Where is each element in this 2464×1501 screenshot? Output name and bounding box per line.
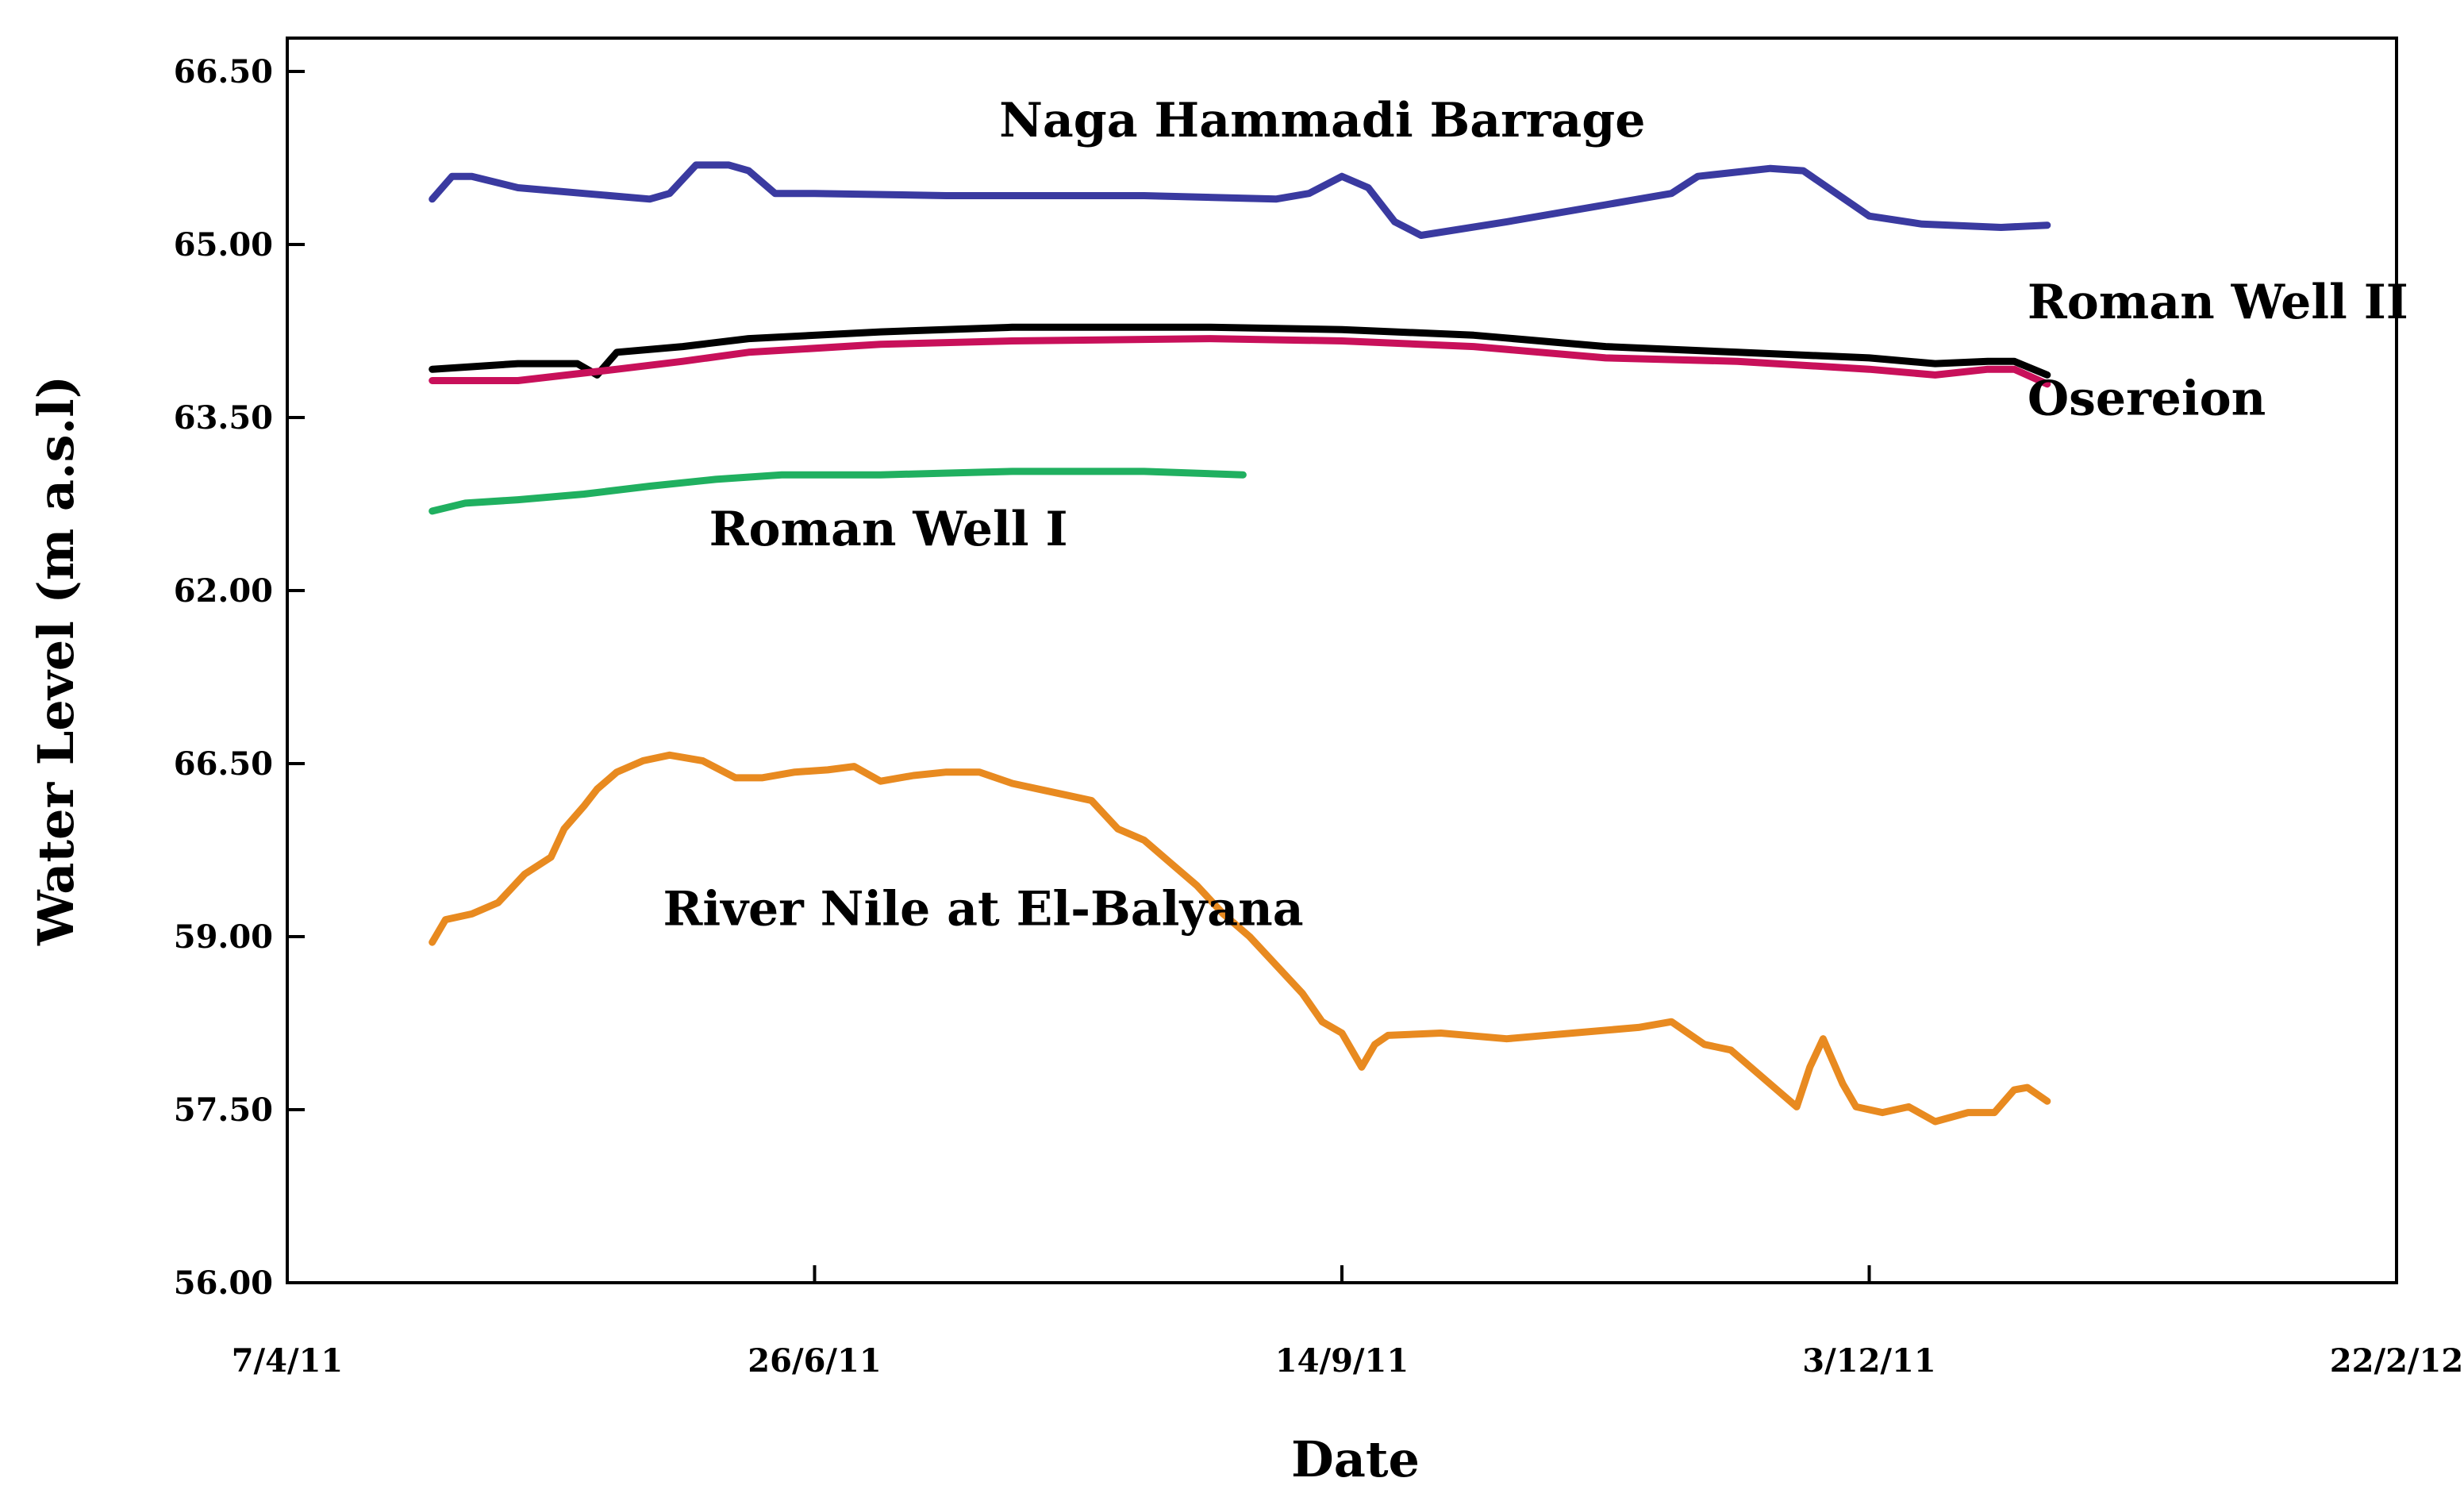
y-axis: 56.00 57.50 59.00 66.50 62.00 63.50 65.00 66.50: [174, 53, 305, 1302]
y-axis-title: Water Level (m a.s.l): [27, 375, 85, 946]
series-line-naga-hammadi-barrage: [429, 161, 2051, 239]
series-label-river-nile-at-el-balyana: River Nile at El-Balyana: [663, 882, 1303, 937]
series-labels: Naga Hammadi Barrage Roman Well II Osereio…: [663, 93, 2408, 937]
series-line-river-nile-at-el-balyana: [429, 751, 2051, 1126]
series-label-osereion: Osereion: [2028, 371, 2266, 426]
x-tick-label: 7/4/11: [232, 1342, 344, 1380]
plot-area-frame: [286, 37, 2398, 1284]
y-tick-label: 65.00: [174, 226, 273, 264]
series-line-roman-well-i: [429, 468, 1247, 515]
x-tick-label: 14/9/11: [1275, 1342, 1409, 1380]
series-label-roman-well-i: Roman Well I: [709, 502, 1068, 557]
y-tick-label: 56.00: [174, 1264, 273, 1302]
x-axis-title: Date: [1291, 1430, 1420, 1488]
series-lines: [429, 161, 2051, 1126]
y-tick-label: 66.50: [174, 53, 273, 90]
series-line-osereion: [429, 335, 2051, 388]
y-tick-label: 59.00: [174, 918, 273, 956]
y-tick-label: 62.00: [174, 572, 273, 610]
series-label-roman-well-ii: Roman Well II: [2028, 275, 2408, 330]
y-tick-label: 63.50: [174, 399, 273, 437]
series-label-naga-hammadi-barrage: Naga Hammadi Barrage: [999, 93, 1645, 148]
x-axis: 7/4/11 26/6/11 14/9/11 3/12/11 22/2/12: [232, 1265, 2463, 1380]
y-tick-label: 57.50: [174, 1091, 273, 1129]
x-tick-label: 3/12/11: [1802, 1342, 1935, 1380]
x-tick-label: 22/2/12: [2330, 1342, 2463, 1380]
y-tick-label: 66.50: [174, 745, 273, 783]
x-tick-label: 26/6/11: [748, 1342, 881, 1380]
